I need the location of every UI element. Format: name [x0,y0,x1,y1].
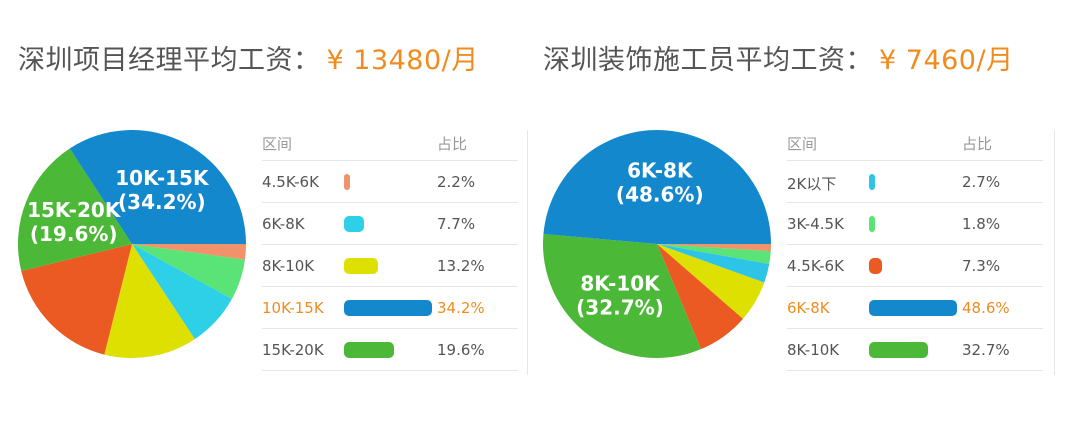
title-text: 深圳装饰施工员平均工资： [543,45,873,76]
legend-range-label: 10K-15K [262,299,324,317]
pie-chart: 15K-20K (19.6%) 10K-15K (34.2%) [18,130,246,358]
pie-slice-3K-4.5K [657,244,771,264]
slice-percent-label: (34.2%) [118,190,206,214]
legend-row: 3K-4.5K 1.8% [787,203,1043,245]
slice-label: 8K-10K [580,272,661,296]
legend-range-label: 4.5K-6K [262,173,319,191]
legend-row: 10K-15K 34.2% [262,287,518,329]
legend-percent: 13.2% [437,257,485,275]
legend-percent: 34.2% [437,299,485,317]
legend-percent: 7.3% [962,257,1001,275]
chart-title: 深圳项目经理平均工资： ¥ 13480/月 [18,38,479,77]
legend-percent: 19.6% [437,341,485,359]
chart-panel-project-manager: 深圳项目经理平均工资： ¥ 13480/月 15K-20K (19.6%) 10K-1… [18,38,518,371]
slice-label: 15K-20K [27,198,122,222]
legend-table: 区间 占比 4.5K-6K 2.2% 6K-8K 7.7% 8K-10K 13.2% 10K… [262,123,518,371]
legend-bar [869,300,957,316]
legend-row: 4.5K-6K 2.2% [262,161,518,203]
pie-svg: 15K-20K(19.6%) 10K-15K(34.2%) [18,130,246,358]
pie-slice-2K以下 [657,244,770,283]
pie-slice [21,244,132,355]
legend-bar [869,174,875,190]
slice-percent-label: (32.7%) [576,296,664,320]
legend-row: 15K-20K 19.6% [262,329,518,371]
header-share: 占比 [962,135,993,153]
legend-bar [869,342,929,358]
header-range: 区间 [787,135,818,153]
legend-bar [869,258,883,274]
pie-slice [657,244,765,319]
pie-slice-10K-15K [69,130,246,244]
legend-bar [344,216,364,232]
legend-range-label: 4.5K-6K [787,257,844,275]
legend-row: 4.5K-6K 7.3% [787,245,1043,287]
legend-percent: 48.6% [962,299,1010,317]
chart-title: 深圳装饰施工员平均工资： ¥ 7460/月 [543,38,1014,77]
slice-percent-label: (19.6%) [30,222,118,246]
legend-header: 区间 占比 [262,123,518,161]
slice-percent-label: (48.6%) [616,182,704,206]
legend-row: 2K以下 2.7% [787,161,1043,203]
legend-range-label: 2K以下 [787,175,837,193]
legend-range-label: 8K-10K [262,257,315,275]
legend-bar [344,342,395,358]
chart-panel-decoration-worker: 深圳装饰施工员平均工资： ¥ 7460/月 8K-10K (32.7%) 6K-8K(… [525,0,1065,426]
title-text: 深圳项目经理平均工资： [18,45,321,76]
pie-slice-8K-10K [104,244,195,358]
pie-slice-4.5K-6K [657,244,743,350]
legend-table: 区间 占比 2K以下 2.7% 3K-4.5K 1.8% 4.5K-6K 7.3% 6K-8… [787,123,1043,371]
legend-row: 8K-10K 32.7% [787,329,1043,371]
pie-slice [657,244,771,252]
legend-range-label: 6K-8K [262,215,305,233]
legend-range-label: 8K-10K [787,341,840,359]
legend-percent: 1.8% [962,215,1001,233]
header-share: 占比 [437,135,468,153]
legend-bar [344,300,432,316]
legend-header: 区间 占比 [787,123,1043,161]
slice-label: 10K-15K [115,166,210,190]
legend-row: 6K-8K 48.6% [787,287,1043,329]
header-range: 区间 [262,135,293,153]
pie-slice-4.5K-6K [132,244,246,260]
legend-percent: 2.7% [962,173,1001,191]
legend-row: 6K-8K 7.7% [262,203,518,245]
pie-slice [132,244,245,299]
legend-percent: 2.2% [437,173,476,191]
legend-bar [344,174,350,190]
legend-row: 8K-10K 13.2% [262,245,518,287]
average-salary: ¥ 7460/月 [879,45,1014,76]
legend-range-label: 6K-8K [787,299,830,317]
legend-bar [869,216,875,232]
legend-range-label: 15K-20K [262,341,324,359]
pie-slice-6K-8K [132,244,232,340]
panel-right-border [1054,130,1055,375]
legend-percent: 32.7% [962,341,1010,359]
pie-chart: 8K-10K (32.7%) 6K-8K (48.6%) [543,129,771,358]
pie-slice-6K-8K [543,129,771,244]
legend-bar [344,258,378,274]
slice-label: 6K-8K [627,158,694,182]
panel-divider [527,130,528,375]
average-salary: ¥ 13480/月 [326,45,479,76]
pie-svg: 8K-10K(32.7%) 6K-8K(48.6%) [543,129,771,358]
legend-percent: 7.7% [437,215,476,233]
pie-slice-8K-10K [543,233,701,358]
legend-range-label: 3K-4.5K [787,215,844,233]
pie-slice-15K-20K [18,148,132,271]
